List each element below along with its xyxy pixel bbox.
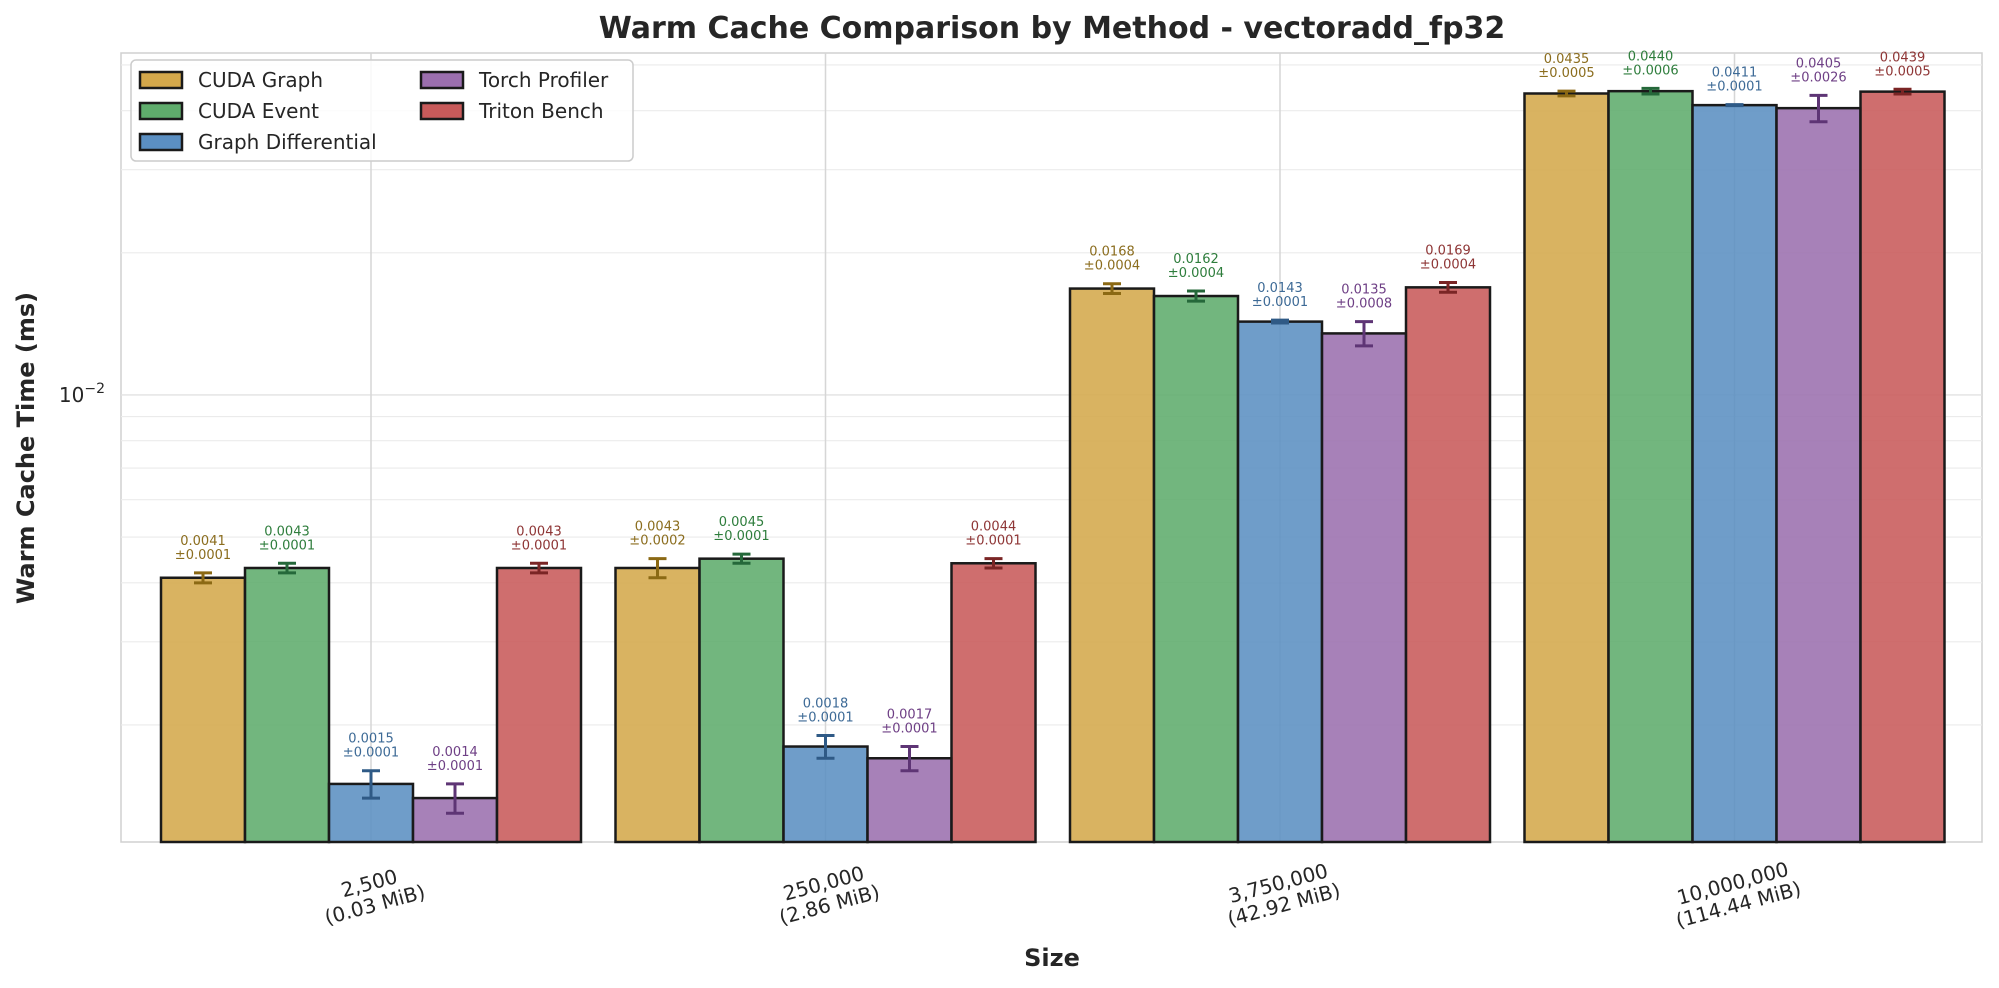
error-label: ±0.0004 (1420, 258, 1476, 273)
value-label: 0.0411 (1712, 66, 1758, 81)
error-label: ±0.0001 (427, 759, 483, 774)
value-label: 0.0135 (1341, 283, 1387, 298)
legend-label: CUDA Graph (198, 68, 323, 92)
error-label: ±0.0002 (629, 534, 685, 549)
y-tick-base: 10 (59, 383, 84, 407)
error-label: ±0.0008 (1336, 297, 1392, 312)
value-label: 0.0162 (1173, 252, 1219, 267)
value-label: 0.0017 (887, 708, 933, 723)
bar (495, 566, 583, 844)
error-label: ±0.0001 (965, 534, 1021, 549)
value-label: 0.0041 (180, 534, 226, 549)
plot-area (120, 52, 1983, 844)
value-label: 0.0143 (1257, 281, 1303, 296)
error-label: ±0.0001 (343, 746, 399, 761)
error-label: ±0.0001 (1252, 295, 1308, 310)
value-label: 0.0169 (1425, 244, 1471, 259)
value-label: 0.0044 (971, 520, 1017, 535)
x-tick-label: 10,000,000(114.44 MiB) (1673, 857, 1803, 933)
x-tick-label: 250,000(2.86 MiB) (777, 861, 883, 929)
value-label: 0.0043 (516, 524, 562, 539)
error-label: ±0.0005 (1874, 64, 1930, 79)
x-tick-label: 2,500(0.03 MiB) (322, 864, 428, 929)
error-label: ±0.0001 (511, 538, 567, 553)
legend: CUDA Graph CUDA Event Graph Differential To… (130, 59, 634, 162)
legend-label: Graph Differential (198, 130, 377, 154)
value-label: 0.0014 (432, 745, 478, 760)
value-label: 0.0018 (803, 696, 849, 711)
legend-swatch (138, 70, 184, 90)
x-axis-label: Size (1024, 944, 1080, 972)
bar (950, 562, 1037, 844)
value-label: 0.0435 (1544, 52, 1590, 67)
bar (1404, 286, 1492, 844)
bar (698, 557, 785, 844)
bar (1775, 106, 1862, 844)
bar (159, 576, 247, 844)
legend-swatch (138, 132, 184, 152)
error-label: ±0.0001 (259, 538, 315, 553)
error-label: ±0.0026 (1790, 70, 1846, 85)
bar (1859, 90, 1946, 844)
error-label: ±0.0001 (713, 529, 769, 544)
legend-swatch (419, 101, 465, 121)
error-label: ±0.0004 (1168, 266, 1224, 281)
bar (1320, 332, 1408, 844)
legend-label: Triton Bench (478, 99, 604, 123)
value-label: 0.0168 (1089, 245, 1135, 260)
bar (243, 566, 331, 844)
bar (614, 566, 701, 844)
error-label: ±0.0004 (1084, 259, 1140, 274)
y-tick-label: 10−2 (59, 381, 105, 407)
value-label: 0.0015 (348, 732, 394, 747)
chart-title: Warm Cache Comparison by Method - vector… (599, 11, 1506, 46)
legend-swatch (419, 70, 465, 90)
value-label: 0.0405 (1796, 56, 1842, 71)
error-label: ±0.0001 (881, 722, 937, 737)
value-label: 0.0043 (635, 520, 681, 535)
legend-swatch (138, 101, 184, 121)
bar (1523, 92, 1610, 844)
error-label: ±0.0001 (797, 710, 853, 725)
bar (1236, 320, 1324, 844)
error-label: ±0.0005 (1538, 66, 1594, 81)
error-label: ±0.0001 (175, 548, 231, 563)
value-label: 0.0045 (719, 515, 765, 530)
bar (1152, 294, 1240, 844)
error-label: ±0.0006 (1622, 63, 1678, 78)
legend-label: CUDA Event (198, 99, 319, 123)
bar (1607, 89, 1694, 844)
value-label: 0.0439 (1880, 50, 1926, 65)
y-tick-exponent: −2 (84, 381, 105, 397)
bar (782, 745, 869, 844)
bar (1691, 103, 1778, 844)
value-label: 0.0043 (264, 524, 310, 539)
legend-box (130, 59, 634, 162)
error-label: ±0.0001 (1706, 80, 1762, 95)
legend-label: Torch Profiler (478, 68, 609, 92)
bar (1068, 287, 1156, 844)
x-tick-label: 3,750,000(42.92 MiB) (1225, 858, 1343, 931)
y-axis-label: Warm Cache Time (ms) (12, 292, 40, 604)
value-label: 0.0440 (1628, 49, 1674, 64)
